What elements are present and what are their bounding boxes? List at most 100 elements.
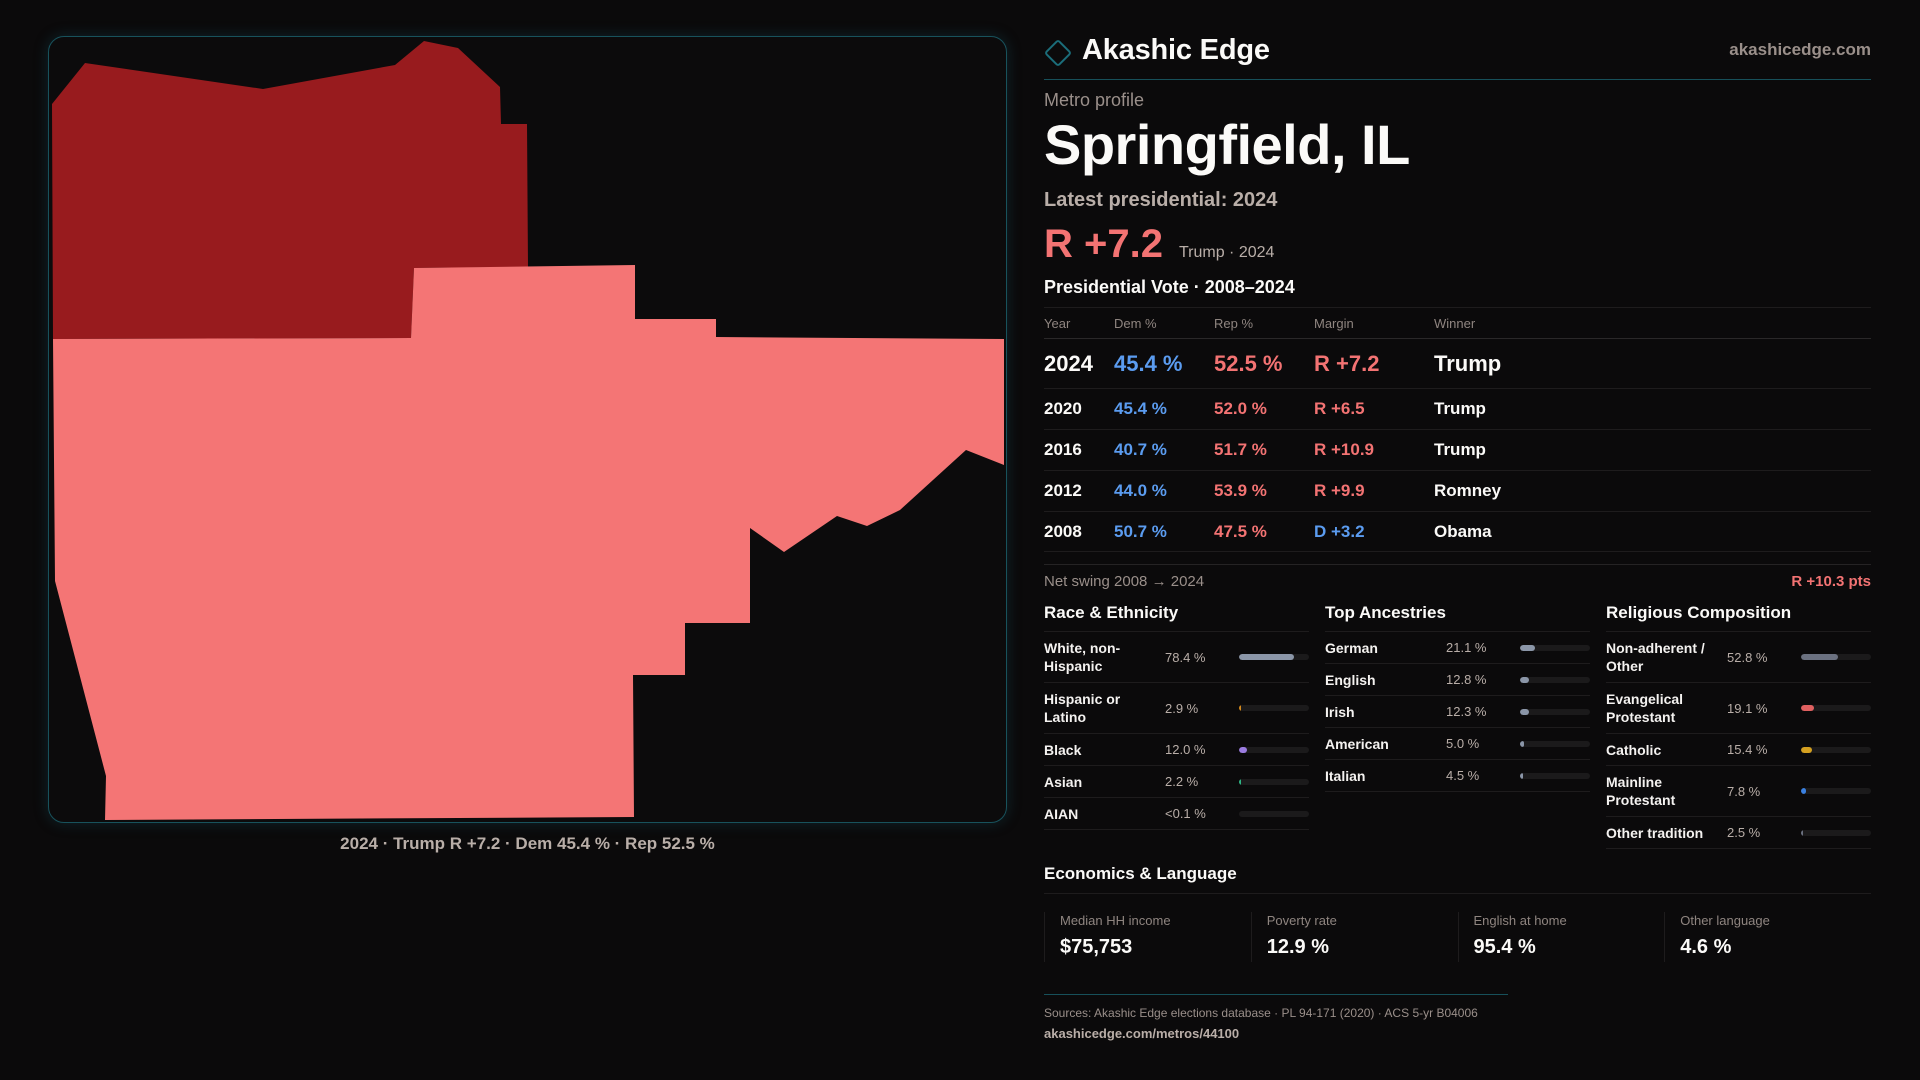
row-year: 2012 bbox=[1044, 481, 1082, 500]
stat-card-poverty-rate: Poverty rate 12.9 % bbox=[1250, 912, 1458, 962]
share-bar-fill bbox=[1801, 746, 1812, 753]
table-row[interactable]: 2024 45.4 % 52.5 % R +7.2 Trump bbox=[1044, 338, 1871, 388]
share-bar-fill bbox=[1801, 705, 1815, 711]
column-header-margin: Margin bbox=[1314, 315, 1354, 331]
stat-card-other-language: Other language 4.6 % bbox=[1664, 912, 1871, 962]
row-year: 2024 bbox=[1044, 350, 1093, 376]
stat-label: Median HH income bbox=[1060, 913, 1171, 928]
item-label: Hispanic or Latino bbox=[1044, 691, 1121, 725]
item-label: White, non-Hispanic bbox=[1044, 640, 1121, 674]
share-bar-fill bbox=[1239, 654, 1294, 660]
brand-url-link[interactable]: akashicedge.com bbox=[1729, 40, 1871, 59]
section-title: Top Ancestries bbox=[1325, 603, 1590, 632]
share-bar-fill bbox=[1520, 644, 1535, 651]
item-label: English bbox=[1325, 671, 1376, 688]
item-value: 12.0 % bbox=[1165, 742, 1206, 757]
share-bar-fill bbox=[1239, 778, 1242, 785]
item-value: 12.8 % bbox=[1446, 672, 1487, 687]
column-header-winner: Winner bbox=[1434, 315, 1476, 331]
row-dem: 50.7 % bbox=[1114, 521, 1167, 541]
share-bar bbox=[1801, 654, 1871, 660]
item-value: 2.2 % bbox=[1165, 774, 1199, 789]
table-row[interactable]: 2020 45.4 % 52.0 % R +6.5 Trump bbox=[1044, 388, 1871, 429]
share-bar bbox=[1520, 772, 1590, 779]
item-label: Italian bbox=[1325, 767, 1366, 784]
item-label: Non-adherent / Other bbox=[1606, 640, 1705, 674]
share-bar bbox=[1239, 810, 1309, 817]
row-dem: 40.7 % bbox=[1114, 440, 1167, 459]
item-value: 4.5 % bbox=[1446, 768, 1480, 783]
stat-label: English at home bbox=[1473, 913, 1567, 928]
row-margin: R +6.5 bbox=[1314, 399, 1365, 418]
swing-divider bbox=[1044, 564, 1871, 565]
map-region-southern-county[interactable] bbox=[53, 265, 1004, 820]
diamond-logo-icon bbox=[1043, 38, 1073, 68]
column-header-dem: Dem % bbox=[1114, 315, 1157, 331]
item-label: Black bbox=[1044, 741, 1082, 758]
share-bar-fill bbox=[1520, 676, 1529, 683]
map-region-northern-county[interactable] bbox=[52, 41, 528, 339]
top-ancestries-section: Top Ancestries German 21.1 % English 12.8 %… bbox=[1325, 603, 1590, 792]
net-swing-value: R +10.3 pts bbox=[1791, 573, 1871, 590]
table-row[interactable]: 2012 44.0 % 53.9 % R +9.9 Romney bbox=[1044, 470, 1871, 511]
row-margin: R +9.9 bbox=[1314, 481, 1365, 500]
section-title: Race & Ethnicity bbox=[1044, 603, 1309, 632]
table-row[interactable]: 2008 50.7 % 47.5 % D +3.2 Obama bbox=[1044, 511, 1871, 552]
stat-card-english-at-home: English at home 95.4 % bbox=[1457, 912, 1665, 962]
share-bar-fill bbox=[1801, 654, 1838, 660]
item-value: <0.1 % bbox=[1165, 806, 1206, 821]
share-bar bbox=[1801, 829, 1871, 836]
metro-permalink[interactable]: akashicedge.com/metros/44100 bbox=[1044, 1026, 1240, 1041]
share-bar-fill bbox=[1520, 740, 1524, 747]
row-rep: 53.9 % bbox=[1214, 481, 1267, 500]
share-bar bbox=[1520, 708, 1590, 715]
row-year: 2008 bbox=[1044, 521, 1082, 541]
list-item: Hispanic or Latino 2.9 % bbox=[1044, 683, 1309, 734]
eyebrow-label: Metro profile bbox=[1044, 90, 1145, 110]
item-label: AIAN bbox=[1044, 805, 1079, 822]
table-row[interactable]: 2016 40.7 % 51.7 % R +10.9 Trump bbox=[1044, 429, 1871, 470]
share-bar bbox=[1239, 746, 1309, 753]
list-item: White, non-Hispanic 78.4 % bbox=[1044, 632, 1309, 683]
item-value: 2.9 % bbox=[1165, 700, 1199, 716]
list-item: Catholic 15.4 % bbox=[1606, 734, 1871, 766]
headline-margin: R +7.2 Trump · 2024 bbox=[1044, 222, 1274, 267]
share-bar bbox=[1239, 705, 1309, 711]
row-winner: Trump bbox=[1434, 399, 1486, 418]
stat-value: 4.6 % bbox=[1680, 936, 1732, 958]
share-bar-fill bbox=[1801, 788, 1807, 794]
row-year: 2016 bbox=[1044, 440, 1082, 459]
footer-divider bbox=[1044, 994, 1508, 995]
stat-value: $75,753 bbox=[1060, 936, 1133, 958]
item-value: 12.3 % bbox=[1446, 704, 1487, 719]
item-label: American bbox=[1325, 735, 1389, 752]
latest-election-label: Latest presidential: 2024 bbox=[1044, 189, 1278, 211]
item-value: 7.8 % bbox=[1727, 783, 1761, 799]
row-winner: Obama bbox=[1434, 521, 1492, 541]
race-ethnicity-section: Race & Ethnicity White, non-Hispanic 78.4… bbox=[1044, 603, 1309, 830]
list-item: German 21.1 % bbox=[1325, 632, 1590, 664]
brand[interactable]: Akashic Edge bbox=[1043, 30, 1270, 70]
religious-composition-section: Religious Composition Non-adherent / Oth… bbox=[1606, 603, 1871, 849]
item-value: 2.5 % bbox=[1727, 825, 1761, 840]
row-dem: 44.0 % bbox=[1114, 481, 1167, 500]
list-item: Non-adherent / Other 52.8 % bbox=[1606, 632, 1871, 683]
item-value: 21.1 % bbox=[1446, 640, 1487, 655]
sources-note: Sources: Akashic Edge elections database… bbox=[1044, 1006, 1478, 1020]
item-label: Catholic bbox=[1606, 741, 1662, 758]
list-item: Asian 2.2 % bbox=[1044, 766, 1309, 798]
stat-label: Poverty rate bbox=[1266, 913, 1337, 928]
item-value: 78.4 % bbox=[1165, 649, 1206, 665]
page-title: Springfield, IL bbox=[1044, 113, 1410, 176]
row-rep: 52.0 % bbox=[1214, 399, 1267, 418]
share-bar bbox=[1239, 654, 1309, 660]
list-item: English 12.8 % bbox=[1325, 664, 1590, 696]
share-bar-fill bbox=[1520, 708, 1529, 715]
profile-panel: Akashic Edge akashicedge.com Metro profi… bbox=[1043, 0, 1871, 1080]
column-header-year: Year bbox=[1044, 315, 1071, 331]
brand-name: Akashic Edge bbox=[1082, 33, 1270, 66]
vote-section-title: Presidential Vote · 2008–2024 bbox=[1044, 277, 1295, 297]
net-swing-label: Net swing 2008 → 2024 bbox=[1044, 573, 1205, 590]
vote-table-header: Year Dem % Rep % Margin Winner bbox=[1044, 307, 1871, 338]
